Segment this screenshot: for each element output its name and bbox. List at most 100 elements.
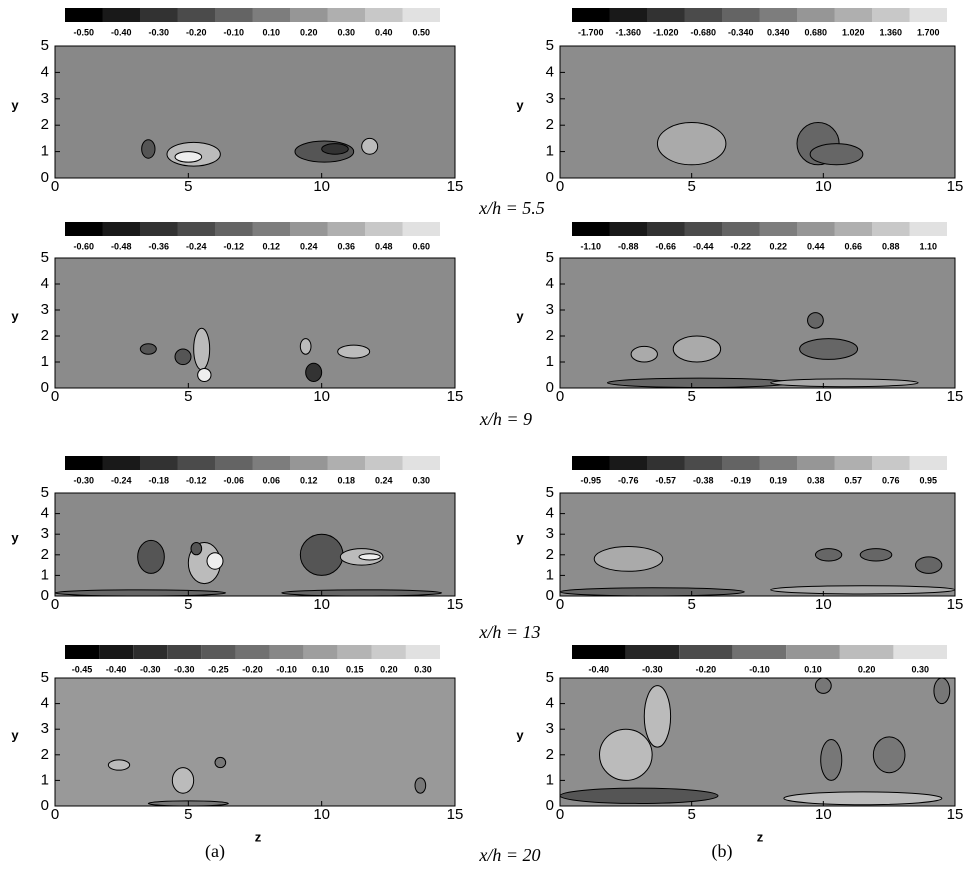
colorbar-label: -0.680: [690, 27, 716, 37]
colorbar-swatch: [872, 222, 910, 236]
colorbar-label: 0.44: [807, 241, 825, 251]
colorbar-swatch: [684, 456, 722, 470]
x-tick-label: 5: [184, 596, 192, 613]
colorbar-swatch: [215, 456, 253, 470]
colorbar-swatch: [65, 645, 100, 659]
colorbar-label: 0.48: [375, 241, 393, 251]
colorbar-swatch: [102, 456, 140, 470]
colorbar-swatch: [732, 645, 787, 659]
x-axis-label: z: [757, 829, 764, 844]
colorbar-swatch: [647, 8, 685, 22]
contour-region: [174, 151, 203, 163]
y-tick-label: 2: [41, 116, 49, 133]
colorbar-label: 0.36: [337, 241, 355, 251]
colorbar-label: 0.38: [807, 475, 825, 485]
x-tick-label: 0: [556, 596, 564, 613]
contour-region: [174, 348, 192, 366]
colorbar-swatch: [402, 456, 440, 470]
y-tick-label: 4: [546, 505, 554, 522]
colorbar-label: 0.50: [412, 27, 430, 37]
colorbar-swatch: [909, 8, 947, 22]
contour-region: [820, 738, 843, 781]
colorbar-swatch: [684, 8, 722, 22]
colorbar-swatch: [909, 222, 947, 236]
y-tick-label: 1: [41, 566, 49, 583]
colorbar-label: -1.10: [580, 241, 601, 251]
y-axis-label: y: [516, 530, 524, 545]
colorbar-swatch: [327, 456, 365, 470]
contour-region: [770, 378, 919, 388]
colorbar-label: 0.06: [262, 475, 280, 485]
x-tick-label: 0: [51, 596, 59, 613]
colorbar-label: -1.700: [578, 27, 604, 37]
colorbar-label: 0.10: [804, 664, 822, 674]
colorbar-label: -0.12: [223, 241, 244, 251]
colorbar-swatch: [65, 8, 103, 22]
y-tick-label: 1: [546, 143, 554, 160]
plot-area: [54, 257, 456, 389]
colorbar-label: -0.24: [186, 241, 207, 251]
y-tick-label: 5: [546, 484, 554, 501]
contour-region: [305, 362, 323, 382]
colorbar-swatch: [839, 645, 894, 659]
y-tick-label: 1: [546, 353, 554, 370]
contour-region: [214, 756, 227, 769]
y-tick-label: 0: [546, 169, 554, 186]
colorbar-swatch: [405, 645, 440, 659]
colorbar-swatch: [133, 645, 168, 659]
colorbar-swatch: [140, 8, 178, 22]
x-tick-label: 5: [687, 178, 695, 195]
y-tick-label: 5: [546, 669, 554, 686]
colorbar-label: -0.76: [618, 475, 639, 485]
contour-region: [137, 539, 165, 574]
colorbar-swatch: [786, 645, 840, 659]
colorbar-swatch: [872, 456, 910, 470]
y-tick-label: 3: [41, 90, 49, 107]
y-tick-label: 3: [546, 90, 554, 107]
colorbar-swatch: [177, 222, 215, 236]
colorbar-label: 0.340: [767, 27, 790, 37]
x-tick-label: 15: [947, 806, 964, 823]
y-tick-label: 3: [546, 525, 554, 542]
x-tick-label: 10: [313, 178, 330, 195]
x-tick-label: 0: [51, 388, 59, 405]
colorbar-label: -0.06: [223, 475, 244, 485]
caption: x/h = 13: [478, 622, 540, 642]
colorbar-label: -1.360: [615, 27, 641, 37]
colorbar-swatch: [684, 222, 722, 236]
colorbar-swatch: [609, 8, 647, 22]
x-tick-label: 10: [313, 806, 330, 823]
y-tick-label: 1: [41, 143, 49, 160]
colorbar-swatch: [269, 645, 304, 659]
colorbar-label: 0.24: [300, 241, 318, 251]
contour-region: [859, 548, 893, 562]
colorbar-label: 0.24: [375, 475, 393, 485]
colorbar-label: -0.30: [642, 664, 663, 674]
y-axis-label: y: [11, 727, 19, 742]
colorbar-swatch: [872, 8, 910, 22]
contour-region: [783, 791, 943, 806]
colorbar-swatch: [834, 456, 872, 470]
y-tick-label: 2: [41, 746, 49, 763]
contour-region: [599, 728, 653, 781]
contour-region: [54, 589, 227, 597]
contour-region: [606, 377, 793, 388]
colorbar-label: 0.88: [882, 241, 900, 251]
colorbar-label: -0.38: [693, 475, 714, 485]
colorbar-label: -0.10: [276, 664, 297, 674]
colorbar-swatch: [65, 222, 103, 236]
colorbar-label: -0.48: [111, 241, 132, 251]
colorbar-label: 0.22: [769, 241, 787, 251]
colorbar-label: 0.10: [262, 27, 280, 37]
x-tick-label: 5: [687, 596, 695, 613]
y-tick-label: 0: [41, 587, 49, 604]
plot-area: [54, 492, 456, 597]
y-tick-label: 2: [546, 327, 554, 344]
colorbar-swatch: [572, 8, 610, 22]
caption: x/h = 5.5: [478, 198, 545, 218]
x-tick-label: 5: [184, 178, 192, 195]
y-tick-label: 1: [41, 353, 49, 370]
colorbar-swatch: [647, 456, 685, 470]
y-tick-label: 0: [546, 379, 554, 396]
y-tick-label: 0: [41, 379, 49, 396]
